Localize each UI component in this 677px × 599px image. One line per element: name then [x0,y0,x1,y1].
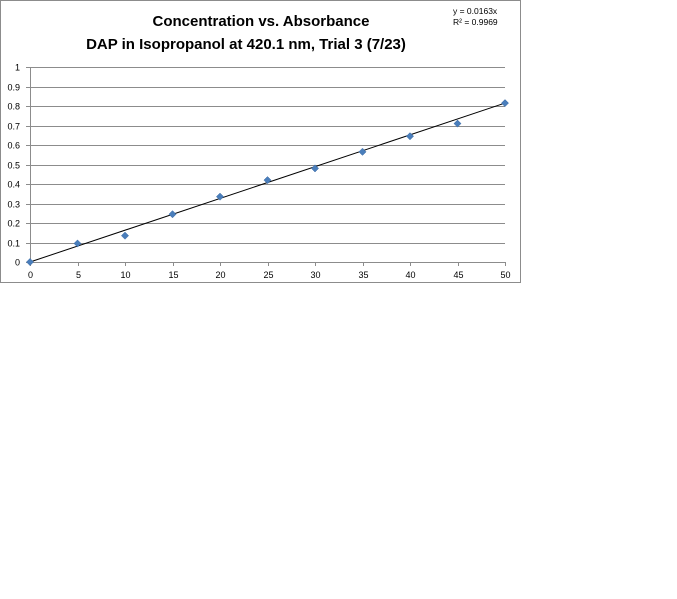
x-tick-label: 45 [453,270,463,280]
trendline-r-squared: R² = 0.9969 [453,17,498,27]
chart-svg: Concentration vs. Absorbance DAP in Isop… [7,6,510,281]
y-tick-label: 0 [15,258,20,268]
data-point [263,176,272,185]
data-point [216,192,224,201]
tick-labels: 00.10.20.30.40.50.60.70.80.910 5 10 15 20 25 3… [7,63,510,281]
data-points [26,99,509,266]
y-tick-label: 0.3 [7,200,20,210]
x-tick-label: 25 [263,270,273,280]
y-tick-label: 0.9 [7,83,20,93]
data-point [358,147,367,156]
trendline-equation: y = 0.0163x [453,6,498,16]
data-point [311,164,319,173]
data-point [121,231,129,240]
data-point [501,99,509,108]
x-tick-label: 35 [358,270,368,280]
x-tick-label: 50 [500,270,510,280]
chart-title-line2: DAP in Isopropanol at 420.1 nm, Trial 3 … [86,36,406,53]
x-tick-label: 10 [120,270,130,280]
y-tick-label: 0.5 [7,161,20,171]
data-point [168,210,177,219]
y-tick-label: 0.6 [7,141,20,151]
chart-area: Concentration vs. Absorbance DAP in Isop… [0,0,521,283]
x-tick-label: 40 [405,270,415,280]
data-point [453,119,462,128]
gridlines [30,67,505,244]
y-tick-label: 0.4 [7,180,20,190]
data-point [406,132,414,141]
data-point [26,258,34,266]
y-tick-label: 0.7 [7,122,20,132]
y-tick-label: 0.1 [7,239,20,249]
chart-title-line1: Concentration vs. Absorbance [153,13,370,30]
y-tick-label: 1 [15,63,20,73]
y-tick-label: 0.8 [7,102,20,112]
x-tick-label: 0 [28,270,33,280]
data-point [73,239,82,248]
axes [26,67,506,266]
x-tick-label: 15 [168,270,178,280]
y-tick-label: 0.2 [7,219,20,229]
x-tick-label: 5 [76,270,81,280]
x-tick-label: 30 [310,270,320,280]
x-tick-label: 20 [215,270,225,280]
